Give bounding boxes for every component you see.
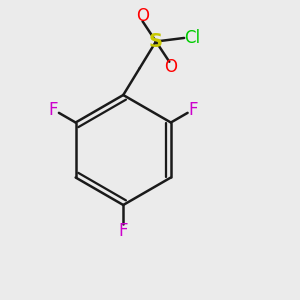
Text: F: F: [49, 100, 58, 118]
Text: Cl: Cl: [184, 29, 201, 47]
Text: F: F: [188, 100, 198, 118]
Text: O: O: [164, 58, 177, 76]
Text: F: F: [118, 222, 128, 240]
Text: O: O: [136, 7, 149, 25]
Text: S: S: [149, 32, 163, 51]
